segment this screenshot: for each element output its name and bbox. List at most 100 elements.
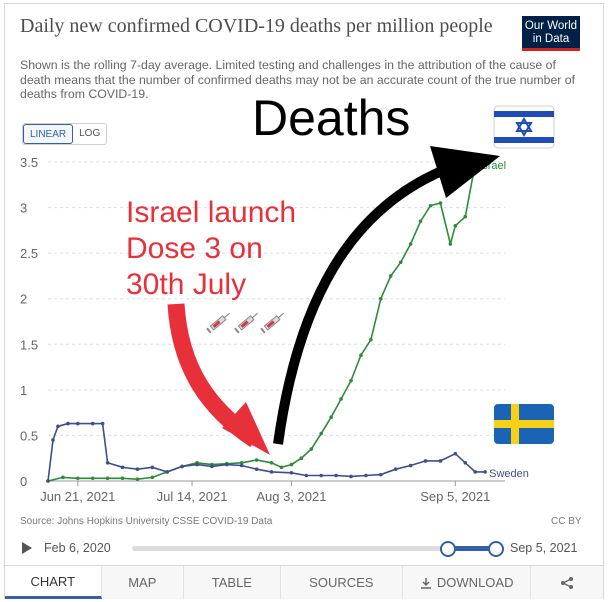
data-point [349, 474, 353, 479]
data-point [66, 421, 70, 426]
data-point [428, 203, 433, 208]
data-point [418, 219, 423, 224]
data-point [393, 467, 398, 471]
timeline-start-handle[interactable] [440, 541, 456, 557]
license-link[interactable]: CC BY [551, 516, 582, 527]
tab-sources[interactable]: SOURCES [281, 566, 404, 599]
tab-download[interactable]: DOWNLOAD [403, 566, 532, 599]
chart-title: Daily new confirmed COVID-19 deaths per … [20, 15, 493, 37]
data-point [46, 479, 50, 483]
timeline-selection [446, 546, 496, 551]
deaths-annotation: Deaths [252, 90, 410, 146]
x-axis-ticks: Jun 21, 2021 Jul 14, 2021 Aug 3, 2021 Sep 5… [40, 481, 490, 504]
timeline-end-handle[interactable] [488, 541, 504, 557]
data-point [379, 472, 383, 477]
data-point [304, 473, 309, 478]
scale-toggle: LINEAR LOG [22, 123, 108, 145]
data-point [90, 421, 95, 426]
data-point [254, 458, 259, 462]
tab-table[interactable]: TABLE [184, 566, 281, 599]
series-label: Sweden [489, 468, 529, 480]
data-point [180, 464, 184, 469]
timeline-start-label: Feb 6, 2020 [44, 541, 111, 555]
y-tick-label: 1 [20, 383, 27, 398]
data-point [135, 477, 140, 481]
data-point [120, 465, 125, 470]
series-line-sweden [47, 422, 486, 482]
black-arrow-head [430, 146, 500, 198]
data-point [463, 214, 468, 219]
data-point [448, 242, 453, 246]
data-point [135, 467, 140, 471]
data-point [210, 464, 214, 469]
data-point [319, 473, 324, 478]
y-tick-label: 2 [20, 292, 27, 307]
data-point [254, 467, 259, 471]
download-icon [420, 577, 431, 589]
data-point [269, 460, 274, 465]
source-note[interactable]: Source: Johns Hopkins University CSSE CO… [20, 516, 273, 527]
data-point [309, 447, 314, 451]
x-tick-label: Jun 21, 2021 [40, 489, 115, 504]
sweden-flag-icon [494, 404, 554, 444]
data-point [225, 462, 229, 467]
data-point [473, 470, 477, 474]
data-point [165, 470, 170, 474]
logo-line-2: in Data [532, 33, 570, 45]
data-point [408, 463, 413, 468]
tab-chart-label: CHART [30, 573, 76, 589]
tab-chart[interactable]: CHART [5, 566, 102, 599]
tab-map[interactable]: MAP [102, 566, 185, 599]
y-tick-label: 3 [20, 201, 27, 216]
data-point [269, 470, 274, 474]
x-tick-label: Aug 3, 2021 [256, 489, 326, 504]
x-tick-label: Sep 5, 2021 [420, 489, 490, 504]
data-point [453, 451, 458, 456]
y-axis-ticks: 0 0.5 1 1.5 2 2.5 3 3.5 [20, 155, 38, 489]
data-point [359, 353, 363, 358]
y-tick-label: 0.5 [20, 428, 38, 443]
data-point [438, 459, 443, 463]
log-scale-button[interactable]: LOG [79, 128, 101, 139]
data-point [76, 421, 80, 426]
y-tick-label: 1.5 [20, 337, 38, 352]
data-point [150, 475, 155, 480]
data-point [438, 201, 443, 205]
data-point [349, 378, 353, 383]
linear-scale-button[interactable]: LINEAR [23, 124, 74, 144]
data-point [339, 397, 343, 401]
data-point [239, 460, 244, 465]
share-icon [561, 576, 574, 589]
launch-annotation-line-3: 30th July [126, 268, 246, 301]
data-point [289, 462, 294, 467]
data-point [289, 470, 294, 475]
data-point [319, 431, 324, 436]
syringe-icon [234, 312, 258, 334]
owid-logo[interactable]: Our World in Data [522, 16, 580, 51]
data-point [195, 462, 199, 467]
data-point [364, 473, 368, 478]
data-point [483, 470, 487, 474]
data-point [105, 476, 110, 481]
data-point [239, 463, 244, 468]
play-icon[interactable] [22, 542, 32, 554]
chart-subtitle: Shown is the rolling 7-day average. Limi… [20, 58, 576, 101]
data-point [61, 475, 65, 480]
red-arrow-head [222, 402, 270, 455]
timeline-track[interactable] [132, 546, 498, 551]
syringe-icon [260, 312, 284, 334]
tab-map-label: MAP [128, 575, 157, 590]
tab-sources-label: SOURCES [309, 575, 374, 590]
data-point [100, 421, 105, 426]
launch-annotation-line-2: Dose 3 on [126, 232, 263, 265]
data-point [299, 456, 304, 461]
data-point [105, 460, 110, 465]
share-button[interactable] [531, 566, 603, 599]
syringe-icon [206, 312, 230, 334]
data-point [453, 224, 458, 228]
data-point [388, 274, 393, 278]
logo-line-1: Our World [524, 20, 578, 32]
data-point [51, 438, 55, 442]
